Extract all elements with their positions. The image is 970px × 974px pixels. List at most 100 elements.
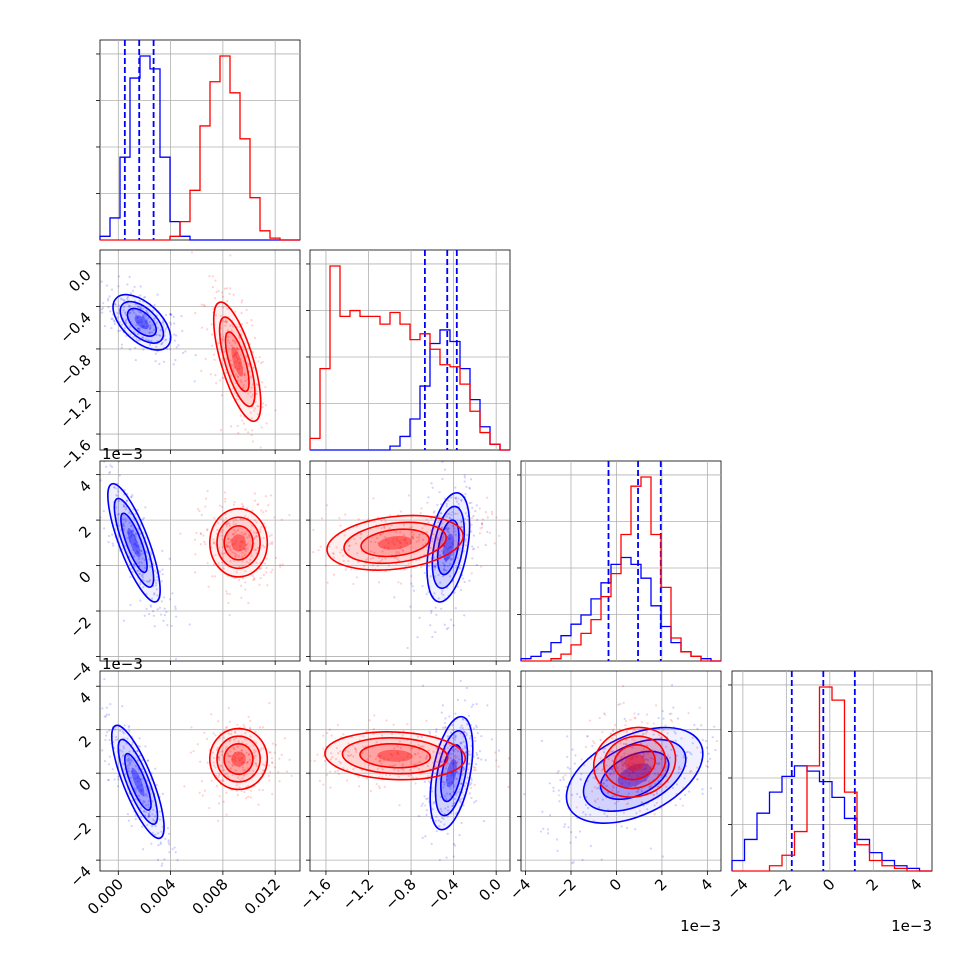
scatter-point [249,558,252,561]
scatter-point [253,755,256,758]
scatter-point [397,581,400,584]
scatter-point [436,538,439,541]
scatter-point [159,329,162,332]
scatter-point [103,759,107,763]
scatter-point [115,506,118,509]
scatter-point [399,541,402,545]
scatter-point [352,767,355,771]
scatter-point [472,514,475,518]
scatter-point [133,534,136,537]
scatter-point [136,508,139,512]
xtick-label-p0: 0.004 [136,875,179,918]
scatter-point [248,535,251,538]
scatter-point [234,373,237,376]
scatter-point [153,815,157,818]
scatter-point [437,743,441,746]
scatter-point [602,782,605,785]
scatter-point [579,778,583,781]
scatter-point [203,540,206,543]
scatter-point [128,750,131,753]
scatter-point [228,739,232,743]
scatter-point [108,295,111,298]
scatter-point [133,777,137,780]
scatter-point [228,545,232,548]
scatter-point [203,304,206,308]
scatter-point [342,559,345,563]
scatter-point [410,747,413,750]
scatter-point [138,754,141,758]
scatter-point [131,529,134,532]
scatter-point [623,755,626,758]
scatter-point [196,507,200,511]
scatter-point [258,356,261,359]
scatter-point [425,797,428,801]
scatter-point [442,780,445,784]
scatter-point [443,721,447,725]
scatter-point [341,554,345,557]
scatter-point [383,546,386,549]
scatter-point [622,764,625,767]
scatter-point [601,778,604,782]
scatter-point [217,289,220,293]
scatter-point [452,785,455,788]
scatter-point [638,788,641,791]
scatter-point [121,755,124,758]
scatter-point [674,804,677,807]
scatter-point [338,760,341,763]
scatter-point [243,547,247,550]
scatter-point [411,531,414,534]
scatter-point [463,614,466,617]
scatter-point [240,749,243,752]
scatter-point [446,530,450,533]
scatter-point [132,529,135,532]
scatter-point [354,747,357,750]
scatter-point [438,825,441,828]
scatter-point [233,354,236,357]
scatter-point [455,777,458,780]
scatter-point [215,748,218,751]
scatter-point [605,784,608,788]
scatter-point [383,785,386,788]
scatter-point [339,750,342,753]
scatter-point [247,601,250,605]
scatter-point [117,304,120,307]
scatter-point [122,527,125,531]
scatter-point [253,409,256,412]
scatter-point [254,754,257,757]
panel-content [521,671,721,871]
scatter-point [134,314,138,317]
scatter-point [634,752,637,755]
scatter-point [656,751,659,755]
scatter-point [470,705,473,708]
scatter-point [446,565,450,568]
scatter-point [130,495,133,498]
scatter-point [646,738,649,742]
scatter-point [418,760,421,764]
scatter-point [650,785,653,788]
scatter-point [139,311,143,314]
scatter-point [111,542,114,545]
scatter-point [133,311,136,315]
scatter-point [653,813,656,816]
scatter-panel-p1-p2 [306,460,511,665]
scatter-point [357,775,360,779]
scatter-point [472,769,476,772]
scatter-point [451,762,454,765]
scatter-point [616,769,620,772]
scatter-point [153,304,156,307]
scatter-point [149,787,152,791]
scatter-point [218,756,221,759]
scatter-point [121,705,124,708]
scatter-point [242,533,245,536]
scatter-point [238,565,241,569]
scatter-point [227,541,230,544]
scatter-point [332,573,336,576]
scatter-point [442,567,446,570]
scatter-point [418,616,421,619]
scatter-point [258,788,261,791]
scatter-point [101,749,104,752]
scatter-point [431,537,434,540]
scatter-point [435,830,438,833]
scatter-point [369,550,373,553]
scatter-point [452,540,455,543]
